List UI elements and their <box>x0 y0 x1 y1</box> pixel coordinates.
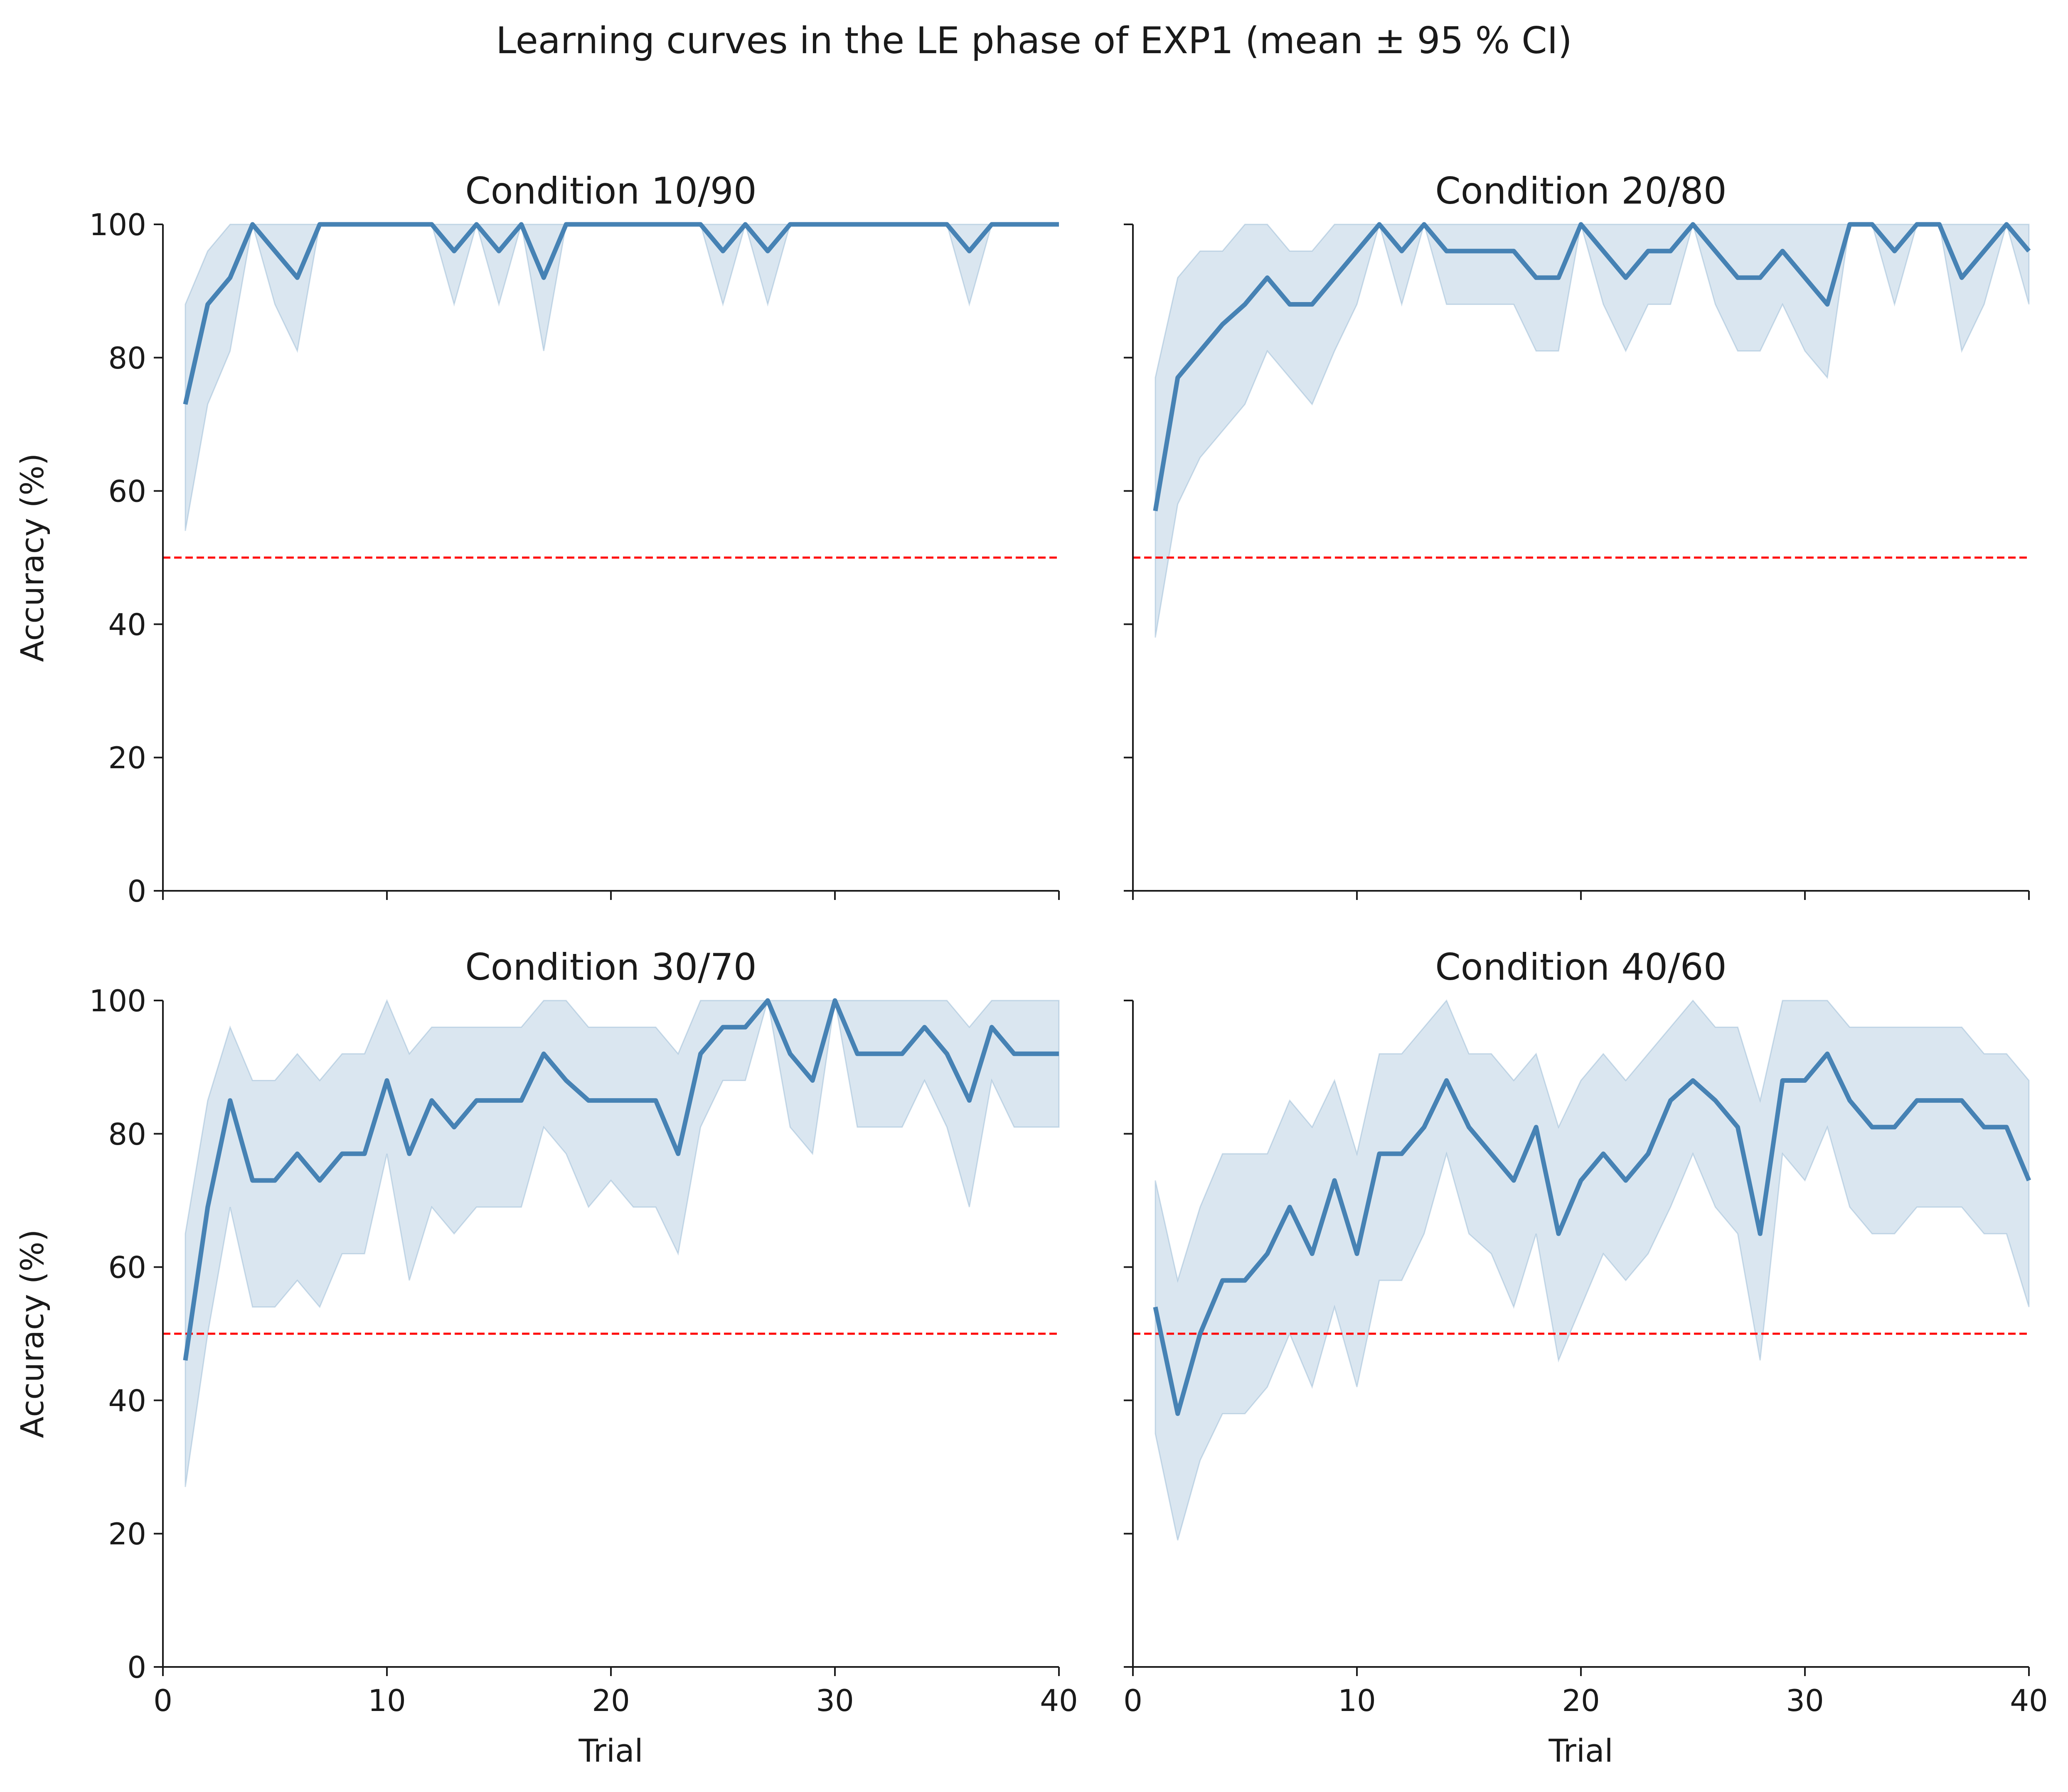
panel-2: Condition 20/80 <box>1124 170 2031 900</box>
y-tick-label: 80 <box>108 1117 146 1152</box>
y-tick-label: 80 <box>108 341 146 376</box>
panel-4: Condition 40/60 0 10 20 30 40 Trial <box>1123 946 2048 1769</box>
y-tick-label: 0 <box>127 874 146 909</box>
ci-band <box>1155 222 2030 638</box>
y-tick-label: 0 <box>127 1650 146 1685</box>
panel-title: Condition 30/70 <box>465 946 757 988</box>
x-axis-label: Trial <box>578 1732 643 1769</box>
ci-band <box>1155 999 2030 1541</box>
x-tick-label: 0 <box>1123 1683 1142 1718</box>
x-tick-label: 40 <box>1040 1683 1078 1718</box>
y-tick-label: 60 <box>108 474 146 509</box>
x-tick-label: 30 <box>1786 1683 1824 1718</box>
x-tick-label: 30 <box>816 1683 854 1718</box>
panel-1: Condition 10/90 0 20 40 60 80 100 Accuracy (%) <box>14 170 1060 909</box>
y-tick-label: 100 <box>89 207 146 242</box>
mean-line <box>183 222 1059 405</box>
y-tick-label: 100 <box>89 983 146 1018</box>
panel-3: Condition 30/70 0 10 20 30 40 0 20 40 60 80 100 Tria… <box>14 946 1078 1769</box>
x-tick-label: 20 <box>1562 1683 1600 1718</box>
x-axis-label: Trial <box>1548 1732 1613 1769</box>
x-tick-label: 20 <box>592 1683 630 1718</box>
panel-title: Condition 10/90 <box>465 170 757 212</box>
ci-band <box>185 999 1060 1487</box>
panel-title: Condition 40/60 <box>1435 946 1727 988</box>
y-tick-label: 40 <box>108 1383 146 1418</box>
y-tick-label: 40 <box>108 607 146 642</box>
y-tick-label: 60 <box>108 1250 146 1285</box>
panel-title: Condition 20/80 <box>1435 170 1727 212</box>
figure-title: Learning curves in the LE phase of EXP1 … <box>496 19 1572 62</box>
mean-line <box>1153 222 2031 511</box>
y-tick-label: 20 <box>108 1517 146 1551</box>
mean-line <box>1153 1051 2031 1416</box>
y-axis-label: Accuracy (%) <box>14 1229 51 1438</box>
x-tick-label: 10 <box>1338 1683 1376 1718</box>
y-tick-label: 20 <box>108 740 146 775</box>
x-tick-label: 40 <box>2010 1683 2048 1718</box>
mean-line <box>183 998 1059 1361</box>
x-tick-label: 10 <box>368 1683 406 1718</box>
y-axis-label: Accuracy (%) <box>14 453 51 662</box>
x-tick-label: 0 <box>153 1683 172 1718</box>
